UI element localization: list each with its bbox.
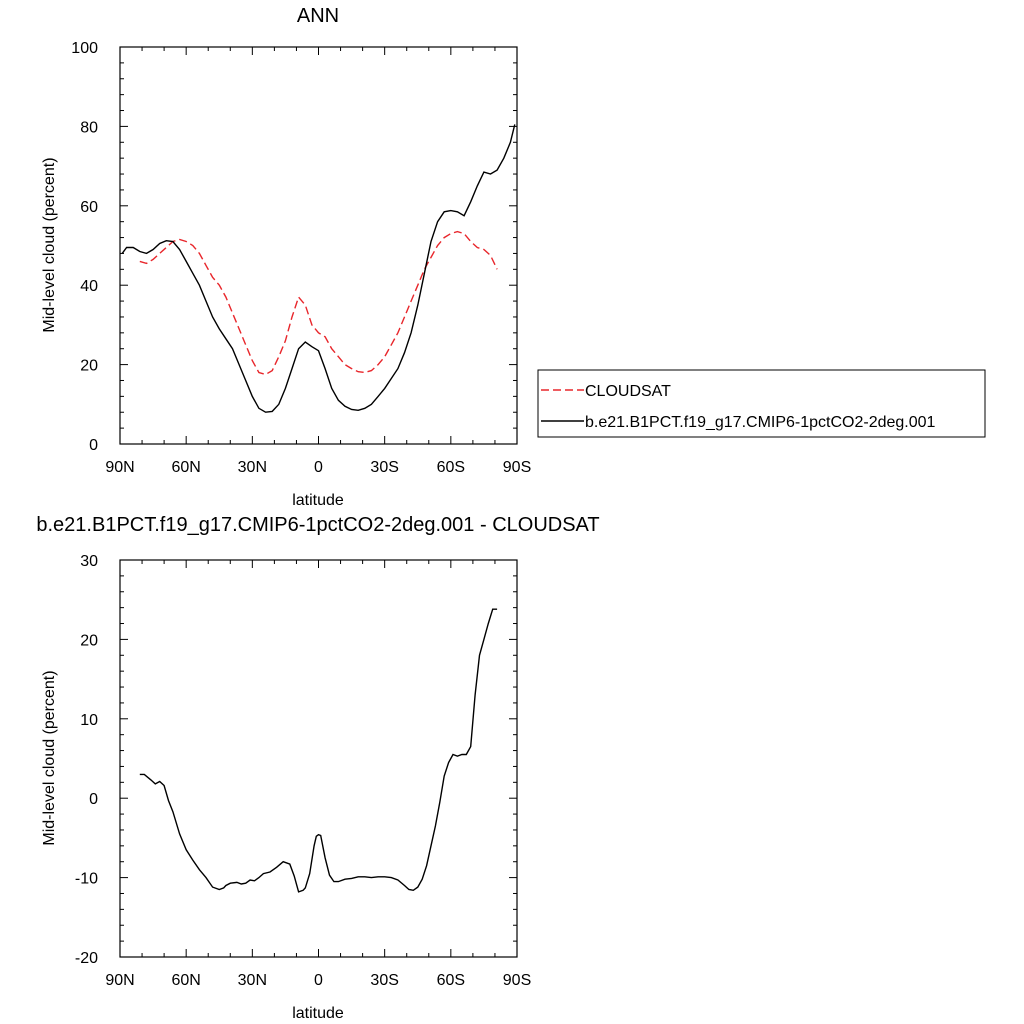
bottom-chart-y-axis-label: Mid-level cloud (percent)	[41, 670, 58, 845]
x-tick-label: 90S	[503, 459, 531, 476]
y-tick-label: 20	[80, 358, 98, 375]
x-tick-label: 0	[314, 459, 323, 476]
bottom-chart-frame	[119, 559, 518, 958]
y-tick-label: -10	[75, 871, 98, 888]
x-tick-label: 60S	[437, 972, 465, 989]
series-line-b-e21-b1pct-f19-g17-cmip6-1pctco2-2deg-001	[121, 124, 516, 413]
bottom-chart-x-axis-label: latitude	[292, 1005, 344, 1022]
x-tick-label: 30N	[238, 972, 267, 989]
x-tick-label: 30S	[370, 459, 398, 476]
legend-label-model: b.e21.B1PCT.f19_g17.CMIP6-1pctCO2-2deg.0…	[585, 414, 936, 431]
top-chart-series	[121, 124, 516, 413]
y-tick-label: 80	[80, 119, 98, 136]
x-tick-label: 30S	[370, 972, 398, 989]
x-tick-label: 90N	[105, 459, 134, 476]
y-tick-label: 100	[71, 40, 98, 57]
x-tick-label: 60S	[437, 459, 465, 476]
legend-box	[537, 369, 986, 438]
bottom-chart: b.e21.B1PCT.f19_g17.CMIP6-1pctCO2-2deg.0…	[36, 514, 599, 1022]
x-tick-label: 90S	[503, 972, 531, 989]
bottom-chart-series	[139, 608, 498, 893]
top-chart: ANN 90N 60N 30N 0 30S 60S 90S 0 20 40 60 80 100 lati…	[41, 5, 531, 509]
series-line-chart1-0	[139, 608, 498, 893]
x-tick-label: 30N	[238, 459, 267, 476]
y-tick-label: -20	[75, 950, 98, 967]
y-tick-label: 10	[80, 712, 98, 729]
y-tick-label: 20	[80, 632, 98, 649]
top-chart-title: ANN	[297, 5, 339, 27]
top-chart-x-axis-label: latitude	[292, 492, 344, 509]
y-tick-label: 30	[80, 553, 98, 570]
x-tick-label: 0	[314, 972, 323, 989]
y-tick-label: 0	[89, 791, 98, 808]
top-chart-ticks: 90N 60N 30N 0 30S 60S 90S 0 20 40 60 80 100	[71, 40, 531, 476]
series-line-cloudsat	[139, 230, 498, 376]
bottom-chart-title: b.e21.B1PCT.f19_g17.CMIP6-1pctCO2-2deg.0…	[36, 514, 599, 536]
y-tick-label: 0	[89, 437, 98, 454]
bottom-chart-ticks: 90N 60N 30N 0 30S 60S 90S -20 -10 0 10 20 30	[75, 553, 531, 989]
y-tick-label: 40	[80, 278, 98, 295]
x-tick-label: 90N	[105, 972, 134, 989]
y-tick-label: 60	[80, 199, 98, 216]
top-chart-y-axis-label: Mid-level cloud (percent)	[41, 157, 58, 332]
legend: CLOUDSAT b.e21.B1PCT.f19_g17.CMIP6-1pctC…	[537, 369, 986, 438]
top-chart-frame	[119, 46, 518, 445]
x-tick-label: 60N	[171, 459, 200, 476]
x-tick-label: 60N	[171, 972, 200, 989]
legend-label-cloudsat: CLOUDSAT	[585, 383, 671, 400]
